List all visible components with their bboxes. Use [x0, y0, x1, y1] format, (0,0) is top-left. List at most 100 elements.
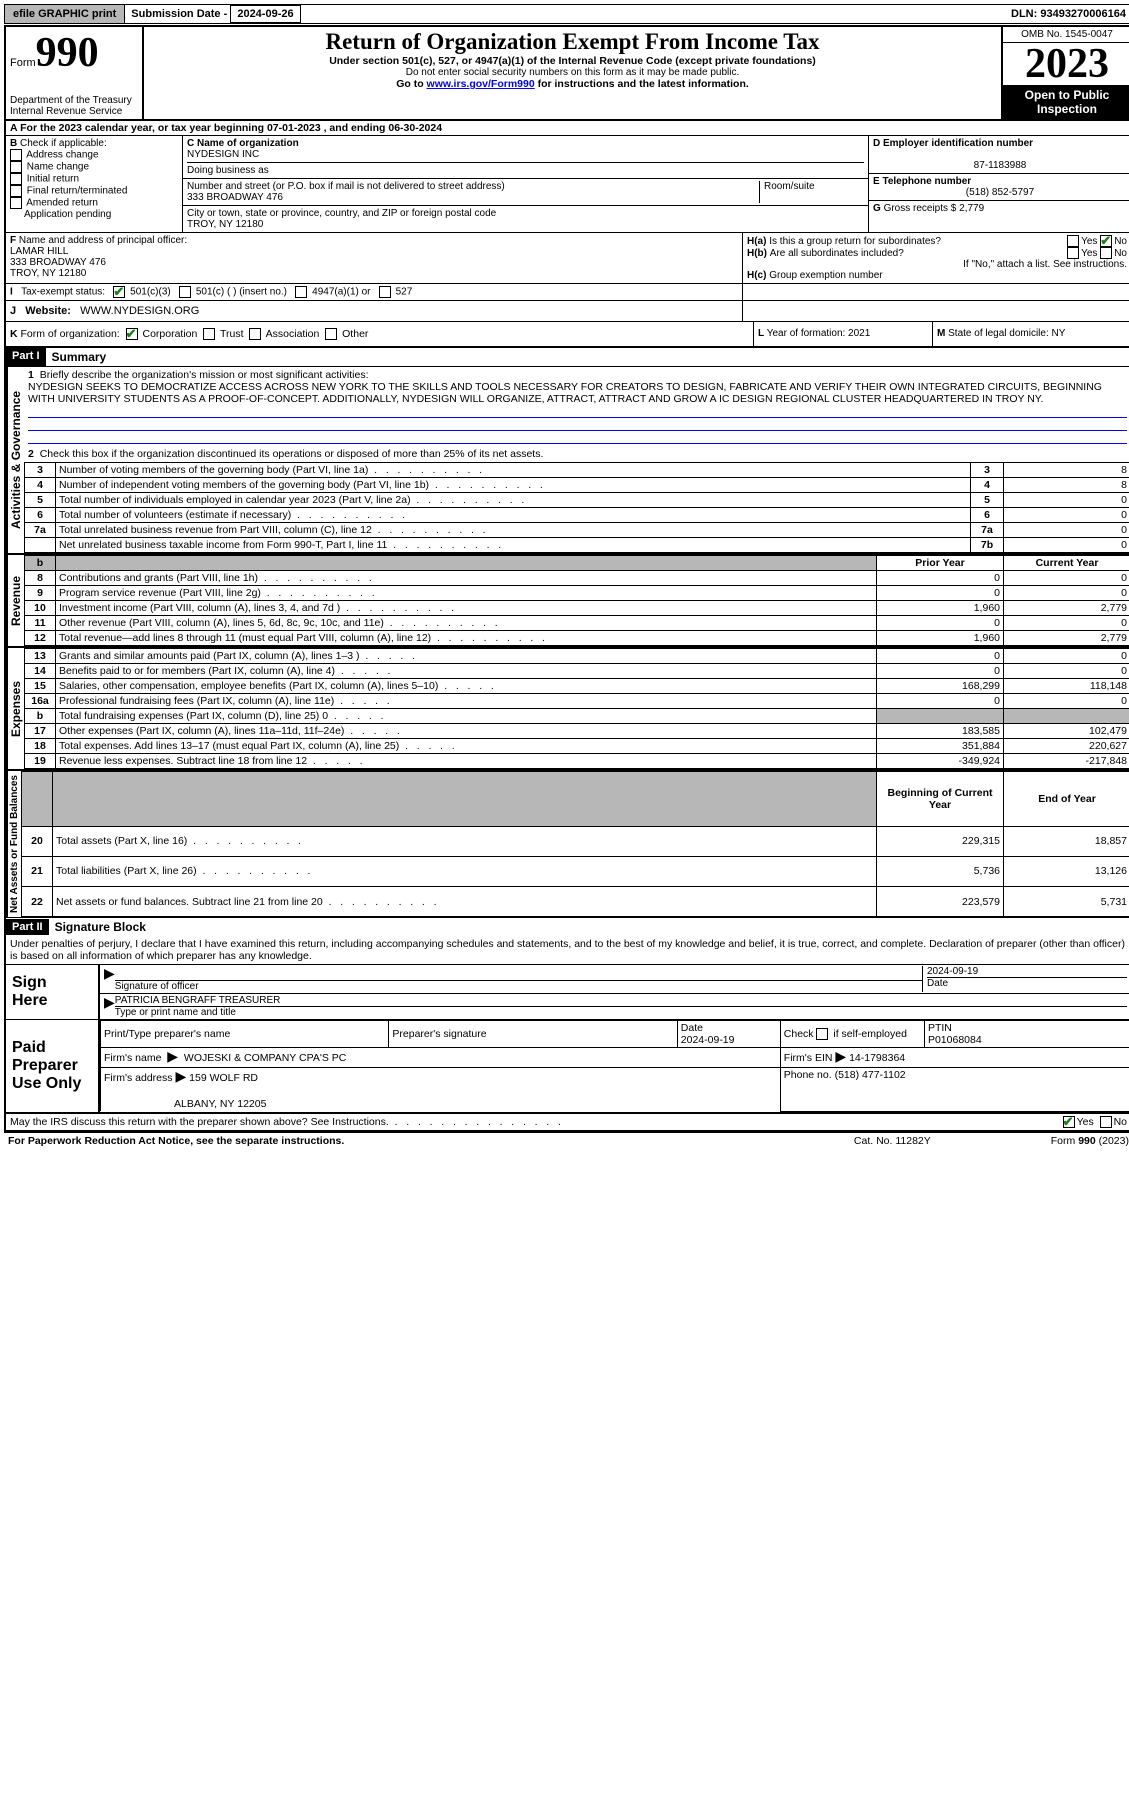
- row-a-tax-year: A For the 2023 calendar year, or tax yea…: [6, 121, 1129, 136]
- firm-addr2: ALBANY, NY 12205: [174, 1098, 266, 1110]
- dept-treasury: Department of the Treasury Internal Reve…: [10, 95, 138, 117]
- form-subtitle-2: Do not enter social security numbers on …: [148, 67, 997, 78]
- section-klm: K Form of organization: Corporation Trus…: [6, 322, 1129, 348]
- chk-4947[interactable]: [295, 286, 307, 298]
- col-c-org-info: C Name of organization NYDESIGN INC Doin…: [183, 136, 868, 232]
- chk-ha-no[interactable]: [1100, 235, 1112, 247]
- expenses-section: Expenses 13Grants and similar amounts pa…: [6, 648, 1129, 771]
- vert-revenue: Revenue: [6, 555, 24, 646]
- chk-final-return[interactable]: [10, 185, 22, 197]
- section-fh: F Name and address of principal officer:…: [6, 233, 1129, 284]
- sign-here-section: SignHere ▶ Signature of officer 2024-09-…: [6, 965, 1129, 1020]
- part1-badge: Part I: [6, 348, 46, 366]
- chk-501c[interactable]: [179, 286, 191, 298]
- officer-addr2: TROY, NY 12180: [10, 268, 86, 279]
- arrow-icon: ▶: [104, 966, 115, 992]
- chk-501c3[interactable]: [113, 286, 125, 298]
- chk-ha-yes[interactable]: [1067, 235, 1079, 247]
- header-right: OMB No. 1545-0047 2023 Open to Public In…: [1001, 27, 1129, 119]
- mission-text: NYDESIGN SEEKS TO DEMOCRATIZE ACCESS ACR…: [28, 381, 1102, 405]
- part1-title: Summary: [46, 348, 113, 366]
- netassets-section: Net Assets or Fund Balances Beginning of…: [6, 771, 1129, 918]
- phone-label: E Telephone number: [873, 176, 971, 187]
- chk-initial-return[interactable]: [10, 173, 22, 185]
- org-name-label: C Name of organization: [187, 138, 299, 149]
- col-de: D Employer identification number 87-1183…: [868, 136, 1129, 232]
- form-title: Return of Organization Exempt From Incom…: [148, 29, 997, 55]
- efile-print-button[interactable]: efile GRAPHIC print: [5, 5, 125, 23]
- dba-label: Doing business as: [187, 165, 269, 176]
- col-f-officer: F Name and address of principal officer:…: [6, 233, 742, 283]
- chk-hb-no[interactable]: [1100, 247, 1112, 259]
- state-domicile: State of legal domicile: NY: [948, 328, 1065, 339]
- chk-trust[interactable]: [203, 328, 215, 340]
- chk-self-employed[interactable]: [816, 1028, 828, 1040]
- ein-value: 87-1183988: [873, 160, 1127, 171]
- paid-preparer-label: PaidPreparerUse Only: [6, 1020, 100, 1112]
- revenue-section: Revenue b Prior Year Current Year 8Contr…: [6, 555, 1129, 648]
- part2-title: Signature Block: [49, 918, 152, 936]
- chk-discuss-yes[interactable]: [1063, 1116, 1075, 1128]
- chk-name-change[interactable]: [10, 161, 22, 173]
- gross-receipts-value: 2,779: [959, 203, 984, 214]
- officer-addr1: 333 BROADWAY 476: [10, 257, 106, 268]
- dln-label: DLN: 93493270006164: [1005, 5, 1129, 23]
- header-center: Return of Organization Exempt From Incom…: [144, 27, 1001, 119]
- form-subtitle-3: Go to www.irs.gov/Form990 for instructio…: [148, 78, 997, 90]
- section-i: I Tax-exempt status: 501(c)(3) 501(c) ( …: [6, 284, 1129, 301]
- paid-preparer-section: PaidPreparerUse Only Print/Type preparer…: [6, 1020, 1129, 1114]
- chk-other[interactable]: [325, 328, 337, 340]
- part2-badge: Part II: [6, 919, 49, 935]
- netassets-table: Beginning of Current Year End of Year 20…: [21, 771, 1129, 917]
- website-value: WWW.NYDESIGN.ORG: [80, 305, 199, 317]
- col-h-group: H(a) Is this a group return for subordin…: [742, 233, 1129, 283]
- firm-ein: 14-1798364: [849, 1052, 905, 1064]
- submission-date-value: 2024-09-26: [230, 5, 300, 23]
- street-value: 333 BROADWAY 476: [187, 192, 283, 203]
- expenses-table: 13Grants and similar amounts paid (Part …: [24, 648, 1129, 769]
- phone-value: (518) 852-5797: [873, 187, 1127, 198]
- part1-body: Activities & Governance 1 Briefly descri…: [6, 367, 1129, 555]
- room-suite-label: Room/suite: [764, 181, 815, 192]
- chk-association[interactable]: [249, 328, 261, 340]
- part2-header-row: Part II Signature Block: [6, 918, 1129, 936]
- year-formation: Year of formation: 2021: [767, 328, 871, 339]
- chk-amended-return[interactable]: [10, 197, 22, 209]
- form-subtitle-1: Under section 501(c), 527, or 4947(a)(1)…: [148, 55, 997, 67]
- footer-form: Form 990 (2023): [1051, 1135, 1129, 1147]
- part1-header-row: Part I Summary: [6, 348, 1129, 367]
- ptin-value: P01068084: [928, 1034, 982, 1046]
- footer-cat: Cat. No. 11282Y: [854, 1135, 931, 1147]
- discuss-row: May the IRS discuss this return with the…: [6, 1114, 1129, 1130]
- preparer-table: Print/Type preparer's name Preparer's si…: [100, 1020, 1129, 1112]
- city-value: TROY, NY 12180: [187, 219, 263, 230]
- ein-label: D Employer identification number: [873, 138, 1033, 149]
- governance-table: 3Number of voting members of the governi…: [24, 462, 1129, 553]
- form-container: Form990 Department of the Treasury Inter…: [4, 25, 1129, 1132]
- street-label: Number and street (or P.O. box if mail i…: [187, 181, 505, 192]
- col-b-checkboxes: B Check if applicable: Address change Na…: [6, 136, 183, 232]
- chk-hb-yes[interactable]: [1067, 247, 1079, 259]
- chk-corporation[interactable]: [126, 328, 138, 340]
- firm-phone: (518) 477-1102: [835, 1069, 906, 1081]
- section-bcdeg: B Check if applicable: Address change Na…: [6, 136, 1129, 233]
- chk-address-change[interactable]: [10, 149, 22, 161]
- officer-name: LAMAR HILL: [10, 246, 68, 257]
- chk-527[interactable]: [379, 286, 391, 298]
- sign-here-label: SignHere: [6, 965, 100, 1019]
- firm-name: WOJESKI & COMPANY CPA'S PC: [184, 1052, 346, 1064]
- officer-name-title: PATRICIA BENGRAFF TREASURER: [115, 995, 1127, 1007]
- vert-netassets: Net Assets or Fund Balances: [6, 771, 21, 917]
- tax-year: 2023: [1003, 43, 1129, 85]
- vert-governance: Activities & Governance: [6, 367, 24, 553]
- top-bar: efile GRAPHIC print Submission Date - 20…: [4, 4, 1129, 24]
- footer-left: For Paperwork Reduction Act Notice, see …: [8, 1135, 344, 1147]
- dln-value: 93493270006164: [1040, 8, 1126, 20]
- perjury-statement: Under penalties of perjury, I declare th…: [6, 936, 1129, 965]
- form-number: Form990: [10, 29, 138, 77]
- irs-link[interactable]: www.irs.gov/Form990: [427, 78, 535, 90]
- chk-discuss-no[interactable]: [1100, 1116, 1112, 1128]
- arrow-icon: ▶: [104, 995, 115, 1018]
- vert-expenses: Expenses: [6, 648, 24, 769]
- footer: For Paperwork Reduction Act Notice, see …: [4, 1132, 1129, 1149]
